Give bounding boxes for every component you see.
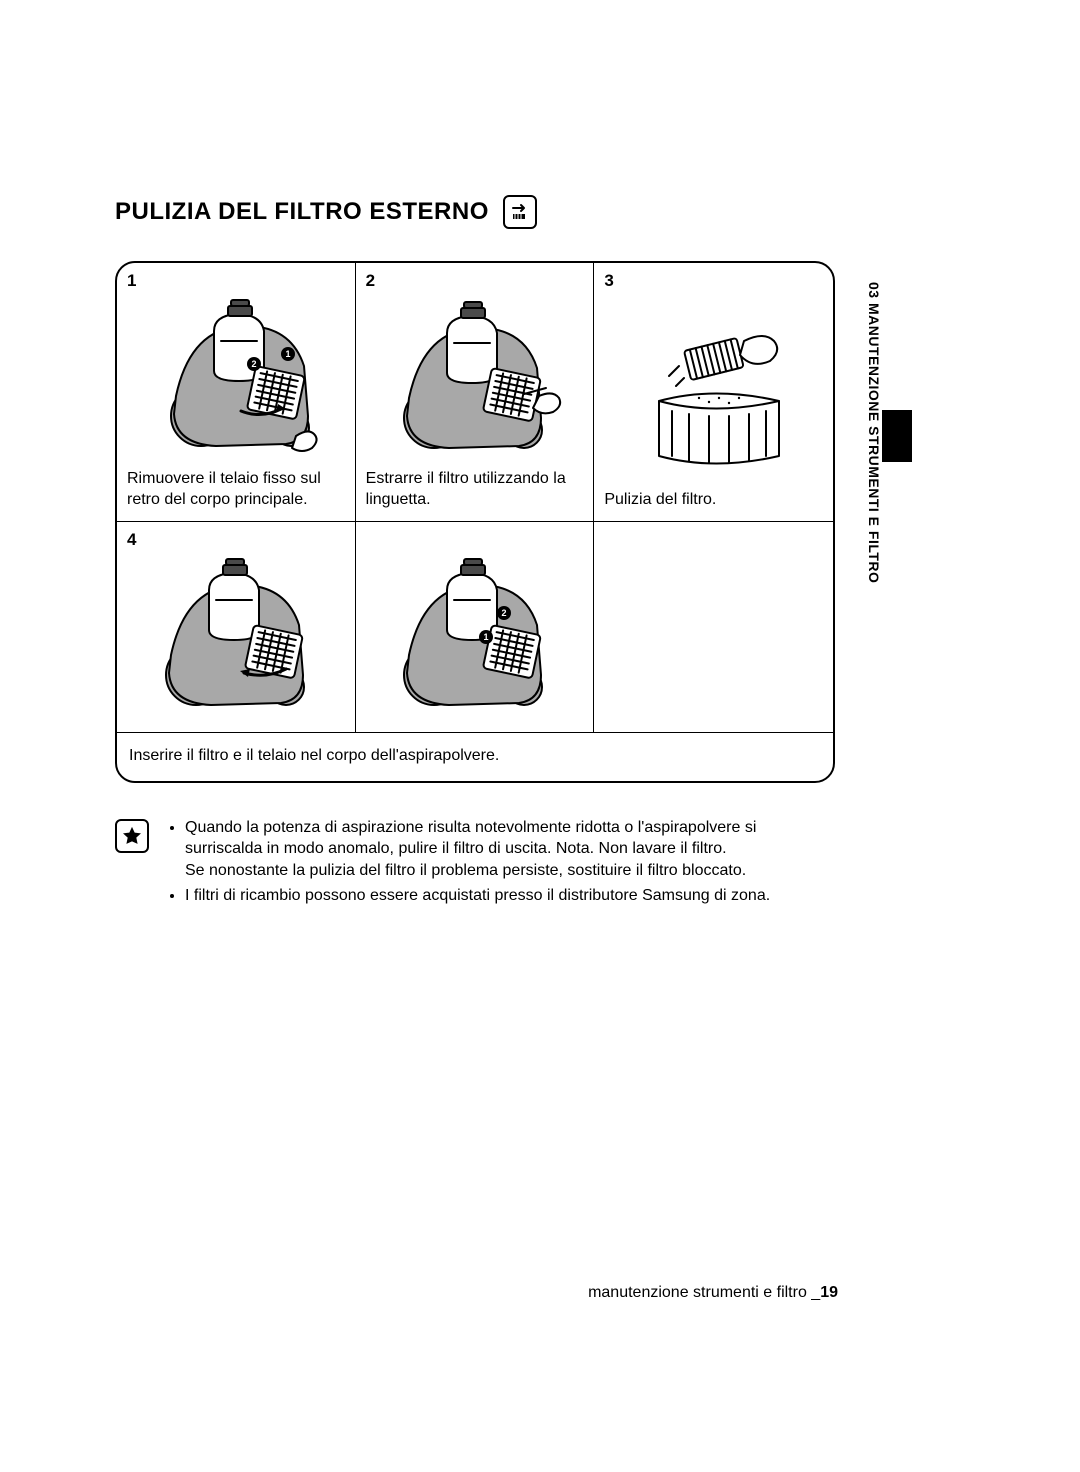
steps-row-2: 4: [117, 522, 833, 733]
step-1-illustration: 1 2: [127, 293, 345, 463]
step-number: 2: [366, 271, 584, 291]
step-4-illustration-a: [127, 552, 345, 722]
step-3-cell: 3: [594, 263, 833, 522]
svg-text:2: 2: [251, 359, 256, 369]
step-number: 1: [127, 271, 345, 291]
step-2-cell: 2: [356, 263, 595, 522]
step-number-blank: [366, 530, 584, 550]
footer-text: manutenzione strumenti e filtro _: [588, 1284, 820, 1301]
thumb-index-mark: [882, 410, 912, 462]
heading-row: PULIZIA DEL FILTRO ESTERNO: [115, 195, 965, 229]
step-3-illustration: [604, 293, 823, 484]
svg-text:2: 2: [502, 608, 507, 618]
note-block: Quando la potenza di aspirazione risulta…: [115, 817, 835, 911]
step-4-illustration-b: 2 1: [366, 552, 584, 722]
page-footer: manutenzione strumenti e filtro _19: [588, 1284, 838, 1302]
step-caption: Rimuovere il telaio fisso sul retro del …: [127, 463, 345, 511]
filter-icon: [503, 195, 537, 229]
section-heading: PULIZIA DEL FILTRO ESTERNO: [115, 198, 489, 226]
steps-row-1: 1: [117, 263, 833, 522]
step-number: 3: [604, 271, 823, 291]
step-number: 4: [127, 530, 345, 550]
note-item: I filtri di ricambio possono essere acqu…: [185, 885, 835, 907]
step-4-cell-a: 4: [117, 522, 356, 732]
svg-text:1: 1: [484, 632, 489, 642]
page-number: 19: [820, 1284, 838, 1301]
step-caption: Inserire il filtro e il telaio nel corpo…: [117, 733, 833, 781]
note-list: Quando la potenza di aspirazione risulta…: [167, 817, 835, 911]
star-icon: [115, 819, 149, 853]
section-tab: 03 MANUTENZIONE STRUMENTI E FILTRO: [866, 282, 882, 583]
step-caption: Pulizia del filtro.: [604, 484, 823, 511]
step-2-illustration: [366, 293, 584, 463]
step-caption: Estrarre il filtro utilizzando la lingue…: [366, 463, 584, 511]
step-4-cell-b: 2 1: [356, 522, 595, 732]
step-1-cell: 1: [117, 263, 356, 522]
manual-page: PULIZIA DEL FILTRO ESTERNO 1: [0, 0, 1080, 1472]
note-item: Quando la potenza di aspirazione risulta…: [185, 817, 835, 882]
step-4-cell-empty: [594, 522, 833, 732]
steps-panel: 1: [115, 261, 835, 783]
svg-text:1: 1: [285, 349, 290, 359]
